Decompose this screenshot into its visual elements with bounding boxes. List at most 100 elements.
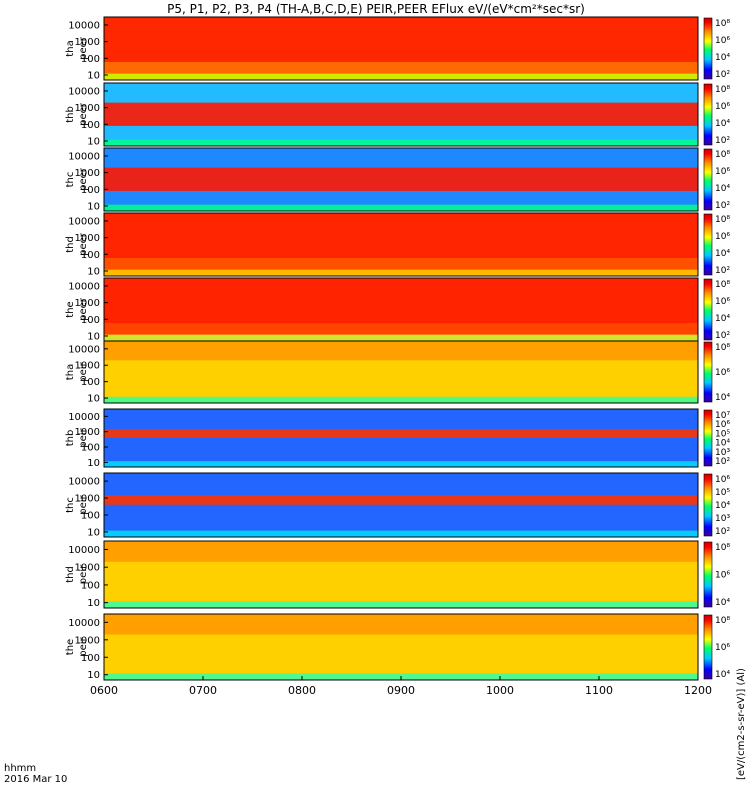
low-energy-edge — [104, 396, 698, 403]
colorbar-tick-label: 10⁸ — [715, 19, 730, 29]
panel-label-species: peir — [78, 361, 89, 381]
panel-label-probe: tha — [65, 40, 76, 56]
panel-thb-peer: 10 100 1000 10000 thb peer 10⁸ 10⁶ 10⁴ 10² — [65, 82, 730, 147]
y-tick-label: 10000 — [68, 618, 100, 629]
colorbar-tick-label: 10⁶ — [715, 232, 730, 242]
colorbar — [703, 409, 713, 467]
low-energy-edge — [104, 601, 698, 608]
colorbar-tick-label: 10⁴ — [715, 393, 730, 403]
colorbar-tick-label: 10⁶ — [715, 167, 730, 177]
y-tick-label: 10 — [87, 670, 100, 681]
y-tick-label: 1000 — [75, 494, 100, 505]
flux-band — [104, 213, 698, 259]
x-label-hhmm: hhmm — [4, 763, 36, 774]
panel-label-probe: thb — [65, 430, 76, 447]
colorbar-tick-label: 10² — [715, 70, 730, 80]
panel-frame — [103, 16, 699, 81]
y-tick-label: 1000 — [75, 635, 100, 646]
y-tick-label: 10 — [87, 136, 100, 147]
colorbar-tick-label: 10³ — [715, 448, 730, 458]
colorbar-tick-label: 10⁶ — [715, 571, 730, 581]
panel-label-probe: thd — [65, 566, 76, 583]
flux-band — [104, 278, 698, 324]
panel-label-probe: thd — [65, 236, 76, 253]
panel-label-probe: thc — [65, 172, 76, 188]
panel-thd-peir: 10 100 1000 10000 thd peir 10⁸ 10⁶ 10⁴ — [65, 540, 730, 609]
y-tick-label: 1000 — [75, 37, 100, 48]
colorbar — [703, 17, 713, 80]
flux-band — [104, 614, 698, 635]
colorbar-tick-label: 10² — [715, 266, 730, 276]
x-tick-label: 1200 — [684, 684, 712, 697]
panel-the-peer: 10 100 1000 10000 the peer 10⁸ 10⁶ 10⁴ 10² — [65, 277, 730, 342]
colorbar-tick-label: 10⁶ — [715, 420, 730, 430]
x-tick-label: 1000 — [486, 684, 514, 697]
colorbar-tick-label: 10⁴ — [715, 119, 730, 129]
y-tick-label: 10000 — [68, 86, 100, 97]
x-tick-label: 0900 — [387, 684, 415, 697]
y-tick-label: 10000 — [68, 477, 100, 488]
flux-band — [104, 341, 698, 361]
flux-band — [104, 541, 698, 562]
colorbar-tick-label: 10⁴ — [715, 439, 730, 449]
y-tick-label: 100 — [81, 510, 100, 521]
panel-label-probe: thc — [65, 497, 76, 513]
y-tick-label: 100 — [81, 377, 100, 388]
colorbar — [703, 614, 713, 680]
y-tick-label: 1000 — [75, 168, 100, 179]
colorbar — [703, 541, 713, 608]
colorbar-tick-label: 10⁸ — [715, 280, 730, 290]
y-tick-label: 10000 — [68, 216, 100, 227]
panel-thc-peer: 10 100 1000 10000 thc peer 10⁸ 10⁶ 10⁴ 10² — [65, 147, 730, 212]
panel-frame — [103, 212, 699, 277]
y-tick-label: 10 — [87, 70, 100, 81]
y-tick-label: 1000 — [75, 427, 100, 438]
x-axis: 0600 0700 0800 0900 1000 1100 1200 hhmm 2016 M… — [4, 676, 712, 785]
colorbar-tick-label: 10⁴ — [715, 184, 730, 194]
x-tick-label: 1100 — [585, 684, 613, 697]
colorbar — [703, 83, 713, 146]
colorbar-tick-label: 10² — [715, 201, 730, 211]
flux-band — [104, 167, 698, 191]
panel-label-probe: the — [65, 639, 76, 655]
colorbar-tick-label: 10² — [715, 331, 730, 341]
y-tick-label: 1000 — [75, 233, 100, 244]
colorbar-tick-label: 10⁶ — [715, 643, 730, 653]
colorbar-tick-label: 10² — [715, 457, 730, 467]
low-energy-edge — [104, 139, 698, 146]
flux-band — [104, 102, 698, 126]
panel-background — [104, 409, 698, 467]
panel-label-species: peer — [78, 102, 89, 126]
panel-tha-peir: 10 100 1000 10000 tha peir 10⁸ 10⁶ 10⁴ — [65, 340, 730, 405]
panel-frame — [103, 472, 699, 538]
y-tick-label: 100 — [81, 315, 100, 326]
y-tick-label: 100 — [81, 653, 100, 664]
panel-thd-peer: 10 100 1000 10000 thd peer 10⁸ 10⁶ 10⁴ 10² — [65, 212, 730, 277]
y-tick-label: 10 — [87, 201, 100, 212]
low-energy-edge — [104, 334, 698, 341]
panel-background — [104, 473, 698, 537]
y-tick-label: 1000 — [75, 103, 100, 114]
panel-label-probe: the — [65, 301, 76, 317]
flux-band — [104, 495, 698, 505]
colorbar-tick-label: 10⁸ — [715, 543, 730, 553]
panel-label-species: peer — [78, 232, 89, 256]
panel-frame — [103, 540, 699, 609]
low-energy-edge — [104, 530, 698, 537]
colorbar-tick-label: 10⁴ — [715, 670, 730, 680]
x-tick-label: 0600 — [90, 684, 118, 697]
panel-label-species: peir — [78, 494, 89, 514]
y-tick-label: 100 — [81, 250, 100, 261]
panel-label-species: peir — [78, 636, 89, 656]
colorbar-tick-label: 10² — [715, 136, 730, 146]
panel-frame — [103, 147, 699, 212]
y-tick-label: 10000 — [68, 412, 100, 423]
panel-label-species: peir — [78, 427, 89, 447]
colorbar-tick-label: 10⁶ — [715, 475, 730, 485]
colorbar — [703, 148, 713, 211]
colorbar-tick-label: 10⁸ — [715, 150, 730, 160]
panel-label-species: peer — [78, 297, 89, 321]
